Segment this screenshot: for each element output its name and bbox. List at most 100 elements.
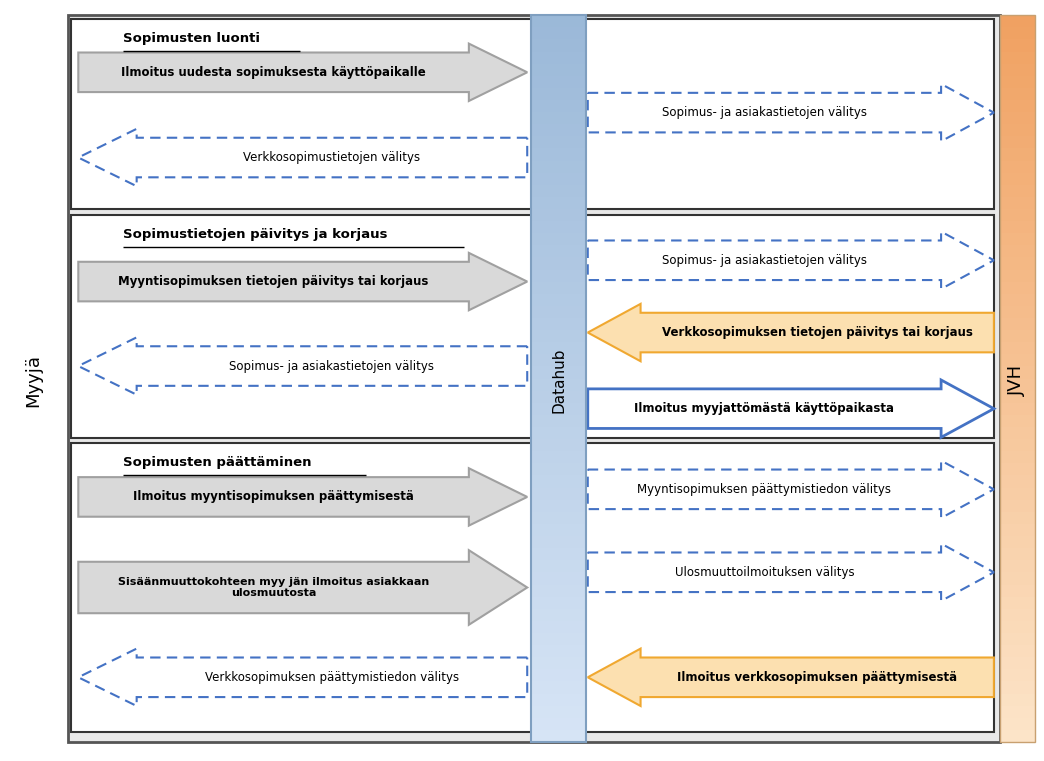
Bar (1000, 27, 1035, 40)
Bar (1000, 645, 1035, 658)
Bar (1000, 536, 1035, 548)
Bar (531, 463, 586, 476)
Text: Sopimus- ja asiakastietojen välitys: Sopimus- ja asiakastietojen välitys (662, 253, 867, 267)
Polygon shape (78, 129, 527, 186)
Bar (1000, 148, 1035, 161)
Bar (1000, 330, 1035, 342)
Bar (531, 124, 586, 136)
Bar (1000, 257, 1035, 269)
Bar (1000, 294, 1035, 306)
Text: Verkkosopimuksen tietojen päivitys tai korjaus: Verkkosopimuksen tietojen päivitys tai k… (662, 326, 973, 339)
Bar (1000, 355, 1035, 367)
Bar (1000, 621, 1035, 633)
Bar (1000, 597, 1035, 609)
Bar (1000, 439, 1035, 451)
Bar (531, 15, 586, 27)
Polygon shape (588, 543, 994, 601)
Bar (1000, 512, 1035, 524)
Bar (531, 524, 586, 536)
Bar (531, 269, 586, 282)
Bar (1000, 136, 1035, 148)
Bar (531, 597, 586, 609)
Bar (531, 718, 586, 730)
Text: Verkkosopimuksen päättymistiedon välitys: Verkkosopimuksen päättymistiedon välitys (205, 670, 459, 684)
Polygon shape (78, 337, 527, 395)
Text: Datahub: Datahub (551, 348, 566, 413)
Text: Myyntisopimuksen tietojen päivitys tai korjaus: Myyntisopimuksen tietojen päivitys tai k… (118, 275, 429, 288)
Bar (531, 645, 586, 658)
Polygon shape (588, 648, 994, 706)
Bar (1000, 15, 1035, 27)
Bar (531, 390, 586, 403)
Bar (68, 15, 1000, 742)
Bar (531, 318, 586, 330)
Bar (531, 403, 586, 415)
Bar (531, 548, 586, 560)
Text: Sopimusten luonti: Sopimusten luonti (123, 32, 260, 45)
Bar (1000, 718, 1035, 730)
Bar (1000, 173, 1035, 185)
Bar (1000, 415, 1035, 427)
Bar (531, 173, 586, 185)
Bar (1000, 572, 1035, 584)
Bar (531, 245, 586, 257)
Bar (71, 19, 994, 209)
Bar (531, 476, 586, 488)
Polygon shape (588, 460, 994, 518)
Bar (531, 439, 586, 451)
Bar (531, 27, 586, 40)
Bar (1000, 633, 1035, 645)
Polygon shape (588, 304, 994, 361)
Bar (1000, 584, 1035, 597)
Bar (1000, 197, 1035, 209)
Bar (1000, 64, 1035, 76)
Text: Myyntisopimuksen päättymistiedon välitys: Myyntisopimuksen päättymistiedon välitys (638, 482, 892, 496)
Bar (1000, 112, 1035, 124)
Bar (531, 136, 586, 148)
Bar (531, 64, 586, 76)
Bar (1000, 560, 1035, 572)
Bar (531, 342, 586, 355)
Bar (1000, 730, 1035, 742)
Bar (531, 451, 586, 463)
Bar (531, 560, 586, 572)
Text: Ilmoitus uudesta sopimuksesta käyttöpaikalle: Ilmoitus uudesta sopimuksesta käyttöpaik… (121, 65, 426, 79)
Bar (531, 705, 586, 718)
Bar (1000, 463, 1035, 476)
Bar (1000, 40, 1035, 52)
Bar (1000, 209, 1035, 221)
Bar (1000, 15, 1035, 742)
Bar (1000, 367, 1035, 379)
Bar (531, 197, 586, 209)
Bar (1000, 282, 1035, 294)
Bar (1000, 161, 1035, 173)
Bar (531, 100, 586, 112)
Bar (1000, 185, 1035, 197)
Text: Ilmoitus myyntisopimuksen päättymisestä: Ilmoitus myyntisopimuksen päättymisestä (134, 490, 414, 504)
Bar (531, 415, 586, 427)
Bar (531, 76, 586, 88)
Polygon shape (78, 253, 527, 310)
Bar (1000, 427, 1035, 439)
Bar (1000, 451, 1035, 463)
Bar (1000, 234, 1035, 245)
Bar (531, 355, 586, 367)
Bar (1000, 488, 1035, 500)
Polygon shape (588, 231, 994, 289)
Bar (1000, 306, 1035, 318)
Text: Sisäänmuuttokohteen myy jän ilmoitus asiakkaan
ulosmuutosta: Sisäänmuuttokohteen myy jän ilmoitus asi… (118, 577, 429, 598)
Bar (1000, 609, 1035, 621)
Bar (531, 584, 586, 597)
Bar (1000, 693, 1035, 705)
Polygon shape (78, 550, 527, 625)
Polygon shape (78, 468, 527, 526)
Polygon shape (78, 648, 527, 706)
Bar (1000, 76, 1035, 88)
Bar (1000, 88, 1035, 100)
Bar (531, 536, 586, 548)
Bar (1000, 245, 1035, 257)
Bar (531, 621, 586, 633)
Bar (1000, 500, 1035, 512)
Text: Sopimus- ja asiakastietojen välitys: Sopimus- ja asiakastietojen välitys (230, 359, 434, 373)
Bar (531, 330, 586, 342)
